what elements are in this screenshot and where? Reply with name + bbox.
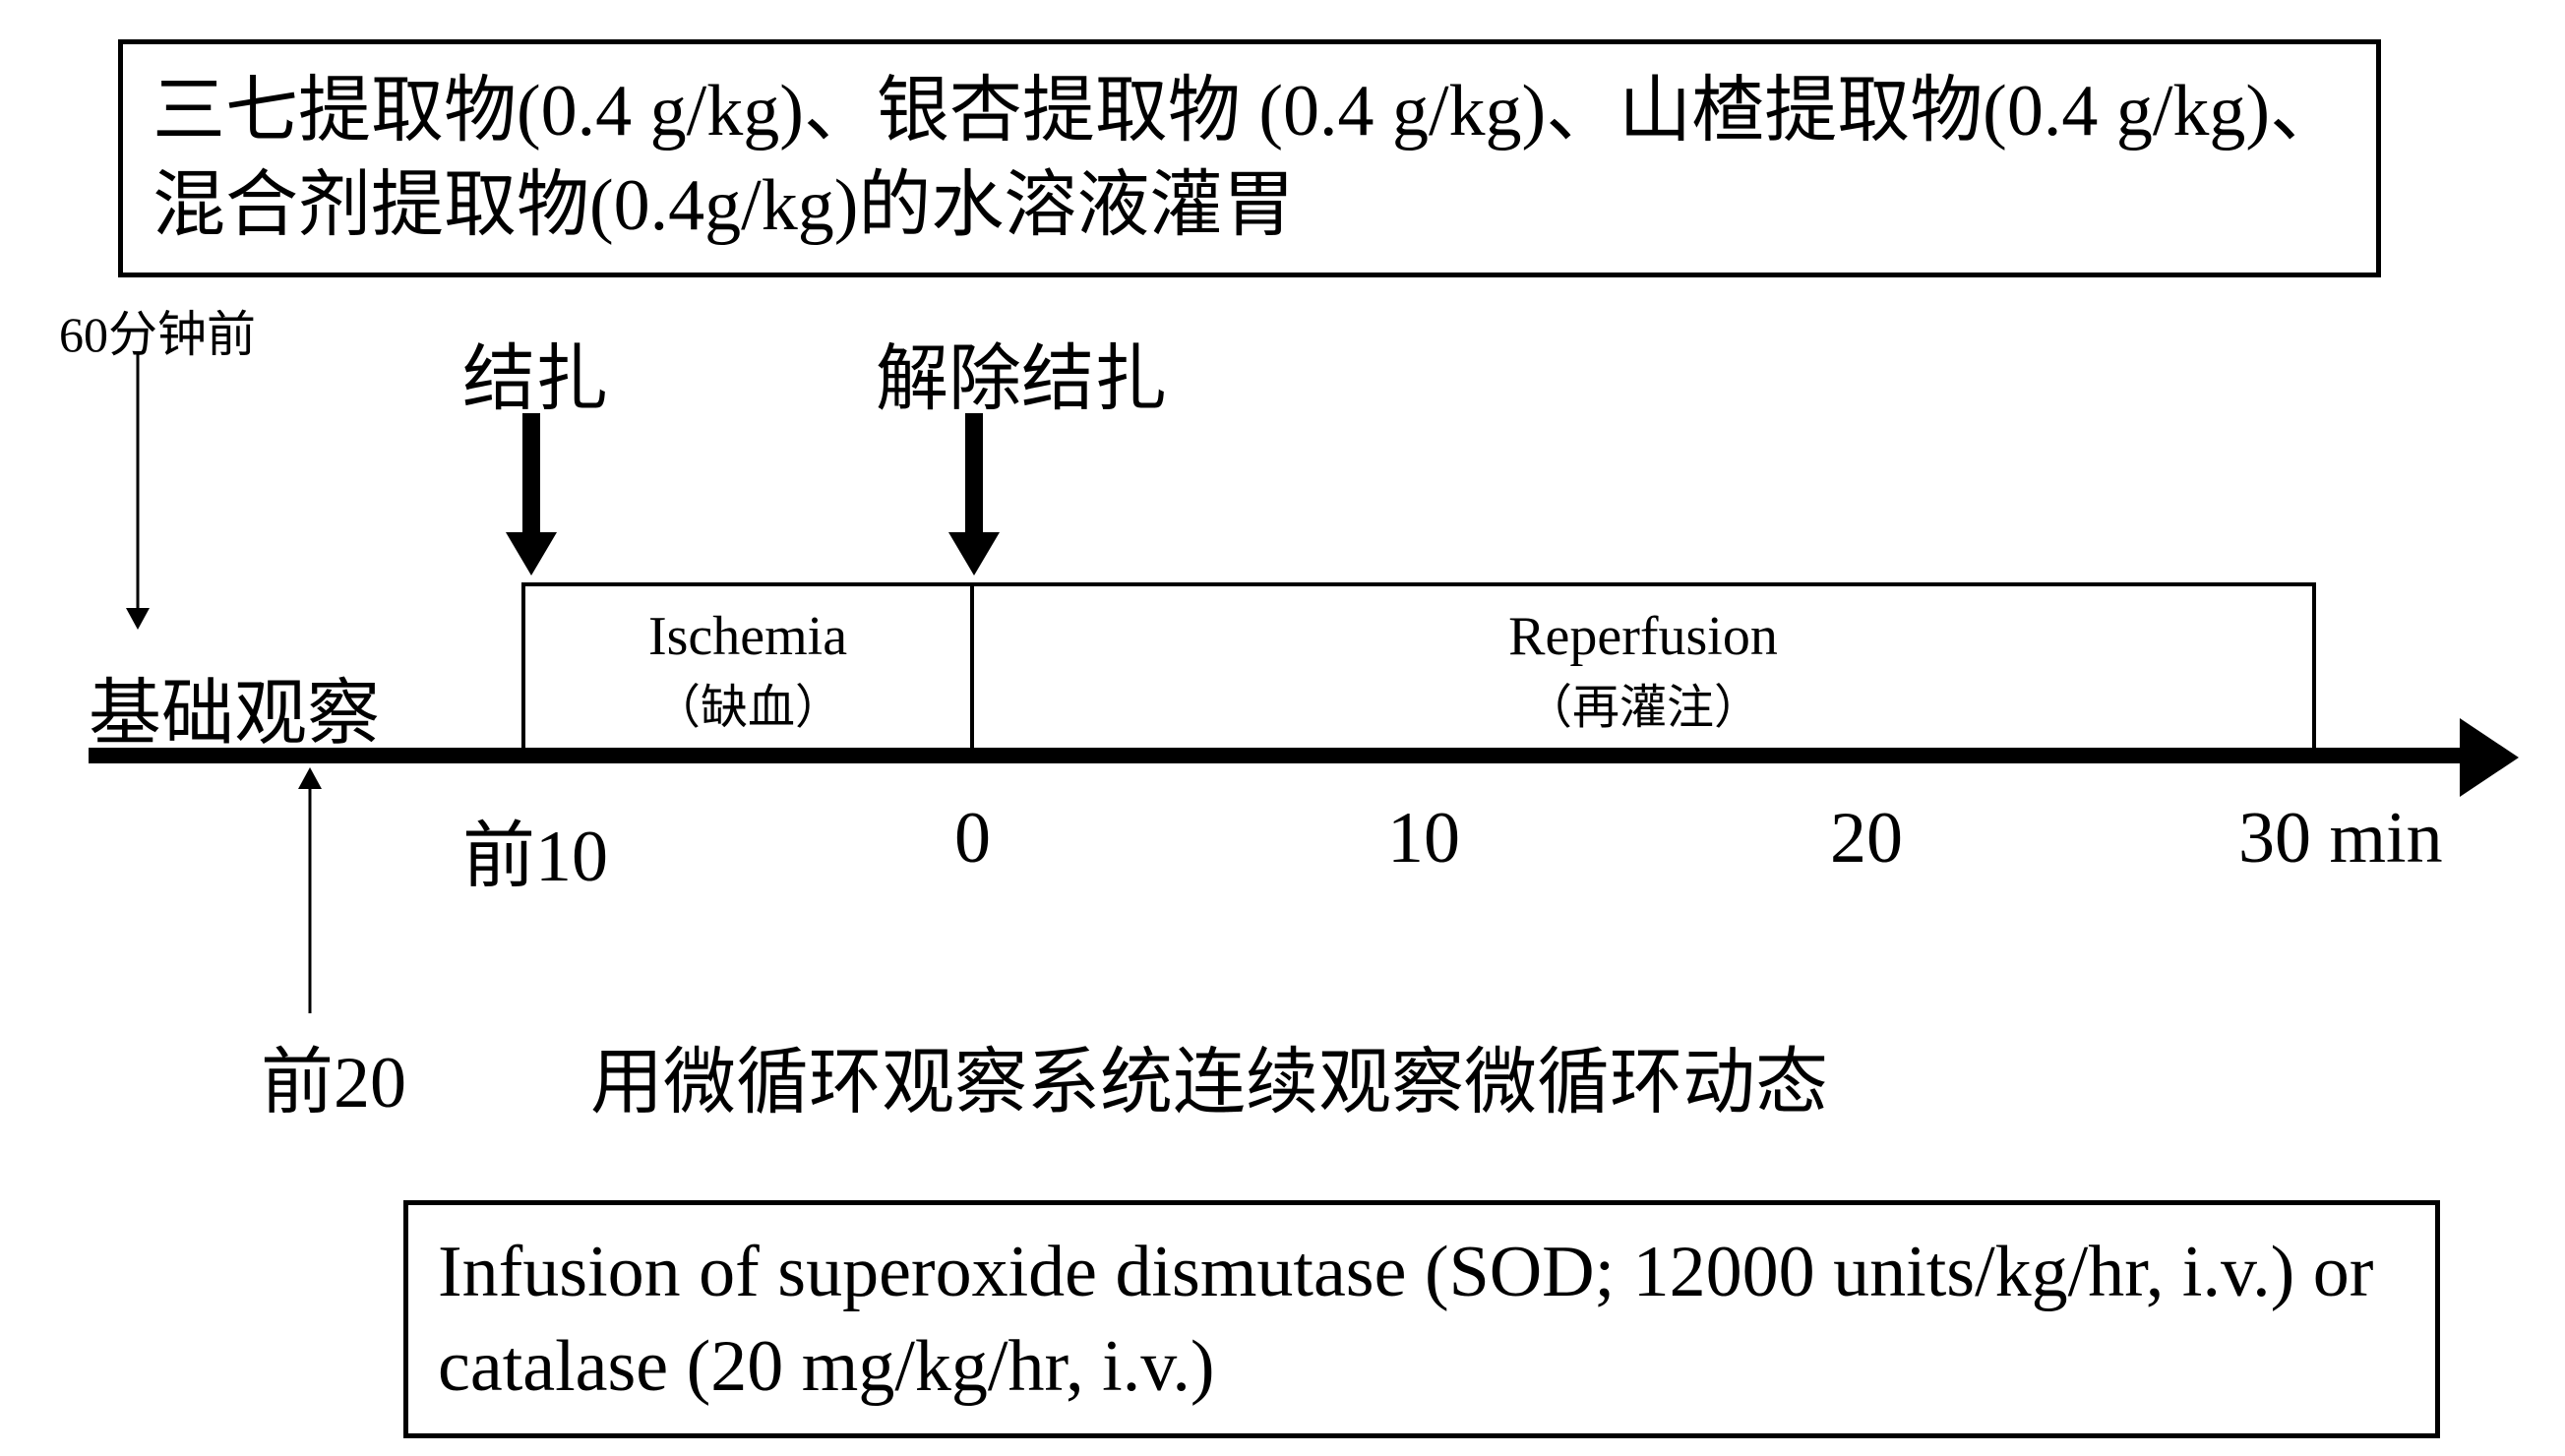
bottom-box-text: Infusion of superoxide dismutase (SOD; 1… [438, 1232, 2373, 1407]
observation-text: 用微循环观察系统连续观察微循环动态 [590, 1023, 1828, 1128]
baseline-label: 基础观察 [89, 654, 380, 759]
tick-30: 30 min [2238, 797, 2443, 880]
top-box-text: 三七提取物(0.4 g/kg)、银杏提取物 (0.4 g/kg)、山楂提取物(0… [153, 71, 2343, 246]
ischemia-title: Ischemia [648, 605, 847, 668]
bottom-infusion-box: Infusion of superoxide dismutase (SOD; 1… [403, 1200, 2440, 1438]
ischemia-sub: （缺血） [653, 668, 842, 737]
pre20-label: 前20 [261, 1023, 406, 1128]
tick-0: 0 [954, 797, 991, 880]
top-treatment-box: 三七提取物(0.4 g/kg)、银杏提取物 (0.4 g/kg)、山楂提取物(0… [118, 39, 2381, 277]
pretime-label: 60分钟前 [59, 295, 256, 366]
tick-20: 20 [1830, 797, 1903, 880]
tick-10: 10 [1387, 797, 1460, 880]
ischemia-box: Ischemia （缺血） [521, 582, 974, 759]
tick-minus10: 前10 [462, 797, 608, 902]
diagram-container: 三七提取物(0.4 g/kg)、银杏提取物 (0.4 g/kg)、山楂提取物(0… [39, 39, 2499, 1417]
timeline-axis [89, 748, 2470, 763]
reperfusion-box: Reperfusion （再灌注） [970, 582, 2316, 759]
ligation-label: 结扎 [462, 320, 608, 425]
timeline-arrowhead [2460, 718, 2519, 797]
reperfusion-title: Reperfusion [1508, 605, 1778, 668]
release-label: 解除结扎 [876, 320, 1167, 425]
reperfusion-sub: （再灌注） [1525, 668, 1761, 737]
